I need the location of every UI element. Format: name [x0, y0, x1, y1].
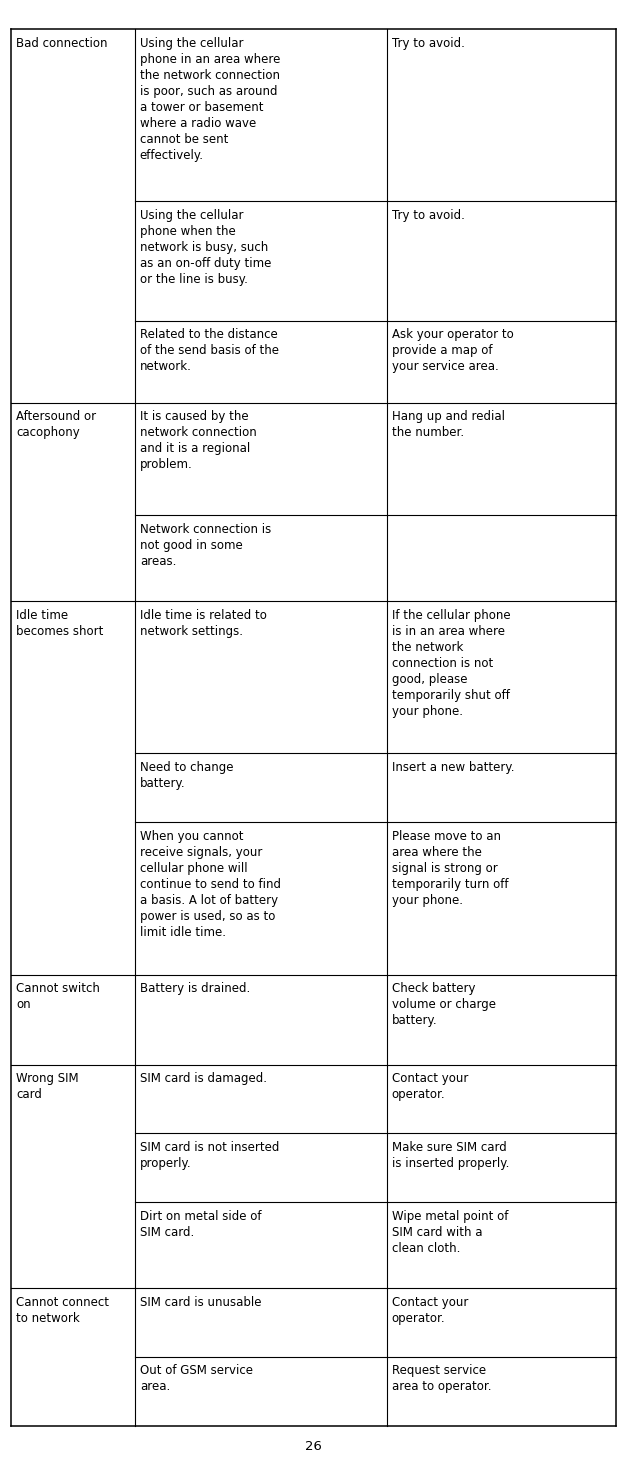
Text: SIM card is damaged.: SIM card is damaged. [140, 1072, 267, 1086]
Text: Check battery
volume or charge
battery.: Check battery volume or charge battery. [392, 981, 496, 1027]
Text: Try to avoid.: Try to avoid. [392, 208, 465, 222]
Text: Contact your
operator.: Contact your operator. [392, 1072, 468, 1100]
Text: Wrong SIM
card: Wrong SIM card [16, 1072, 79, 1100]
Text: Idle time
becomes short: Idle time becomes short [16, 609, 103, 638]
Text: Idle time is related to
network settings.: Idle time is related to network settings… [140, 609, 266, 638]
Text: Network connection is
not good in some
areas.: Network connection is not good in some a… [140, 522, 271, 568]
Text: If the cellular phone
is in an area where
the network
connection is not
good, pl: If the cellular phone is in an area wher… [392, 609, 510, 717]
Text: Battery is drained.: Battery is drained. [140, 981, 250, 995]
Text: It is caused by the
network connection
and it is a regional
problem.: It is caused by the network connection a… [140, 409, 256, 471]
Text: When you cannot
receive signals, your
cellular phone will
continue to send to fi: When you cannot receive signals, your ce… [140, 830, 281, 939]
Text: Aftersound or
cacophony: Aftersound or cacophony [16, 409, 97, 439]
Text: Dirt on metal side of
SIM card.: Dirt on metal side of SIM card. [140, 1209, 261, 1238]
Text: Cannot connect
to network: Cannot connect to network [16, 1295, 109, 1325]
Text: Request service
area to operator.: Request service area to operator. [392, 1364, 492, 1394]
Text: Using the cellular
phone when the
network is busy, such
as an on-off duty time
o: Using the cellular phone when the networ… [140, 208, 271, 286]
Text: Using the cellular
phone in an area where
the network connection
is poor, such a: Using the cellular phone in an area wher… [140, 37, 280, 161]
Text: Insert a new battery.: Insert a new battery. [392, 761, 514, 773]
Text: Bad connection: Bad connection [16, 37, 108, 50]
Text: Need to change
battery.: Need to change battery. [140, 761, 233, 789]
Text: Please move to an
area where the
signal is strong or
temporarily turn off
your p: Please move to an area where the signal … [392, 830, 508, 907]
Text: Cannot switch
on: Cannot switch on [16, 981, 100, 1011]
Text: Hang up and redial
the number.: Hang up and redial the number. [392, 409, 505, 439]
Text: Wipe metal point of
SIM card with a
clean cloth.: Wipe metal point of SIM card with a clea… [392, 1209, 508, 1254]
Text: Make sure SIM card
is inserted properly.: Make sure SIM card is inserted properly. [392, 1141, 509, 1169]
Text: SIM card is unusable: SIM card is unusable [140, 1295, 261, 1309]
Text: 26: 26 [305, 1441, 322, 1452]
Text: SIM card is not inserted
properly.: SIM card is not inserted properly. [140, 1141, 279, 1169]
Text: Contact your
operator.: Contact your operator. [392, 1295, 468, 1325]
Text: Try to avoid.: Try to avoid. [392, 37, 465, 50]
Text: Out of GSM service
area.: Out of GSM service area. [140, 1364, 253, 1394]
Text: Related to the distance
of the send basis of the
network.: Related to the distance of the send basi… [140, 329, 279, 373]
Text: Ask your operator to
provide a map of
your service area.: Ask your operator to provide a map of yo… [392, 329, 514, 373]
